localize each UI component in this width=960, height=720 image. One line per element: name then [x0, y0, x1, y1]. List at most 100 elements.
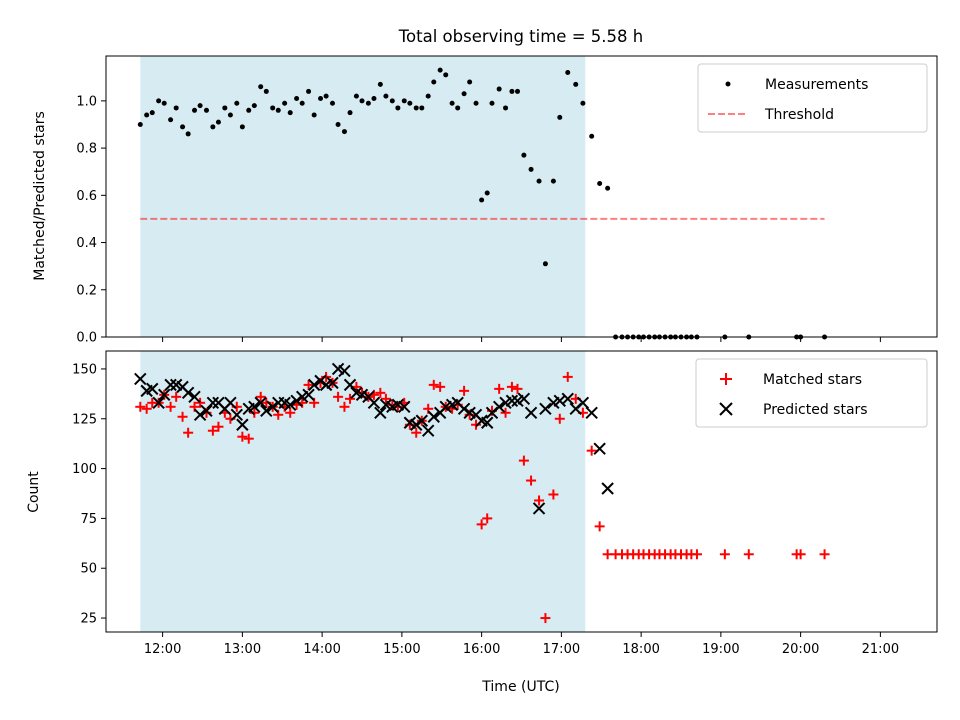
- bottom-legend: Matched stars Predicted stars: [695, 358, 928, 428]
- measurements-point: [431, 79, 437, 85]
- matched-stars-marker: [243, 433, 254, 444]
- predicted-stars-marker: [410, 418, 423, 431]
- x-tick-label: 18:00: [622, 642, 659, 657]
- predicted-stars-marker: [338, 364, 351, 378]
- x-b: [524, 406, 538, 419]
- measurements-point: [377, 81, 383, 87]
- predicted-stars-marker: [517, 392, 531, 406]
- measurements-point: [318, 96, 324, 102]
- predicted-stars-marker: [230, 408, 243, 421]
- matched-stars-marker: [333, 391, 344, 402]
- x-b: [158, 388, 171, 402]
- x-b: [224, 396, 237, 410]
- predicted-stars-marker: [307, 378, 321, 392]
- measurements-point: [542, 261, 548, 267]
- x-b: [338, 364, 351, 378]
- x-b: [410, 418, 423, 431]
- matched-stars-marker: [321, 371, 332, 382]
- matched-stars-marker: [213, 421, 224, 432]
- predicted-stars-marker: [181, 386, 195, 400]
- x-b: [475, 414, 488, 427]
- matched-stars-marker: [171, 391, 182, 402]
- bottom-y-axis-label: Count: [26, 471, 42, 513]
- bottom-x-axis-ticks: 12:00 13:00 14:00 15:00 16:00 17:00 18:00 19:00…: [144, 632, 899, 657]
- legend-predicted-marker: [719, 402, 733, 416]
- measurements-point: [359, 98, 365, 104]
- x-b: [391, 398, 405, 412]
- top-legend: Measurements Threshold: [697, 63, 928, 133]
- bottom-panel: 12:00 13:00 14:00 15:00 16:00 17:00 18:00 19:00…: [26, 350, 938, 695]
- matched-stars-marker: [459, 385, 470, 396]
- legend-threshold-label: Threshold: [764, 107, 834, 123]
- y-tick-label: 75: [80, 512, 97, 527]
- matched-stars-marker: [435, 381, 446, 392]
- y-tick-label: 25: [80, 612, 97, 627]
- matched-stars-marker: [795, 549, 806, 560]
- measurements-point: [473, 100, 479, 106]
- measurements-point: [589, 133, 595, 139]
- measurements-point: [323, 93, 329, 99]
- legend-matched-marker: [720, 373, 732, 385]
- matched-stars-marker: [482, 513, 493, 524]
- y-tick-label: 0.0: [76, 331, 97, 346]
- x-b: [379, 398, 393, 412]
- x-b: [463, 406, 476, 419]
- measurements-point: [258, 84, 264, 90]
- measurements-point: [192, 107, 198, 113]
- measurements-point: [479, 197, 485, 203]
- x-b: [517, 392, 531, 406]
- x-b: [492, 400, 506, 414]
- measurements-point: [299, 100, 305, 106]
- predicted-stars-marker: [415, 414, 429, 427]
- predicted-stars-marker: [532, 502, 546, 515]
- measurements-point: [161, 100, 167, 106]
- measurements-point: [306, 88, 312, 94]
- measurements-point: [573, 81, 579, 87]
- x-b: [326, 376, 339, 390]
- measurements-point: [137, 121, 143, 127]
- measurements-point: [395, 105, 401, 111]
- predicted-stars-marker: [524, 406, 538, 419]
- predicted-stars-marker: [290, 394, 303, 408]
- predicted-stars-marker: [576, 396, 590, 410]
- measurements-point: [484, 190, 490, 196]
- x-b: [561, 392, 574, 406]
- predicted-stars-marker: [343, 378, 357, 392]
- measurements-point: [180, 124, 186, 130]
- x-b: [331, 362, 345, 376]
- measurements-point: [605, 185, 611, 191]
- matched-stars-marker: [165, 401, 176, 412]
- measurements-point: [455, 105, 461, 111]
- matched-stars-marker: [141, 403, 152, 414]
- x-b: [188, 390, 201, 404]
- matched-stars-marker: [506, 381, 517, 392]
- x-b: [367, 396, 381, 410]
- measurements-point: [401, 98, 407, 104]
- matched-stars-marker: [375, 387, 386, 398]
- measurements-point: [341, 129, 347, 135]
- predicted-stars-marker: [152, 396, 165, 410]
- matched-stars-marker: [339, 401, 350, 412]
- measurements-point: [509, 88, 515, 94]
- x-b: [169, 378, 183, 392]
- measurements-point: [353, 93, 359, 99]
- predicted-stars-marker: [193, 408, 207, 421]
- y-tick-label: 0.4: [76, 236, 97, 251]
- bottom-legend-box: [695, 358, 928, 428]
- measurements-point: [149, 110, 155, 116]
- x-tick-label: 13:00: [224, 642, 261, 657]
- x-b: [532, 502, 546, 515]
- x-b: [539, 402, 552, 416]
- measurements-point: [467, 79, 473, 85]
- x-b: [260, 404, 273, 417]
- x-tick-label: 21:00: [862, 642, 899, 657]
- predicted-stars-marker: [326, 376, 339, 390]
- matched-stars-marker: [183, 427, 194, 438]
- bottom-y-axis-ticks: 25 50 75 100 125 150: [72, 362, 106, 627]
- predicted-stars-marker: [492, 400, 506, 414]
- measurements-point: [246, 107, 252, 113]
- x-b: [266, 400, 279, 414]
- measurements-point: [222, 105, 228, 111]
- x-tick-label: 12:00: [144, 642, 181, 657]
- x-b: [200, 404, 213, 417]
